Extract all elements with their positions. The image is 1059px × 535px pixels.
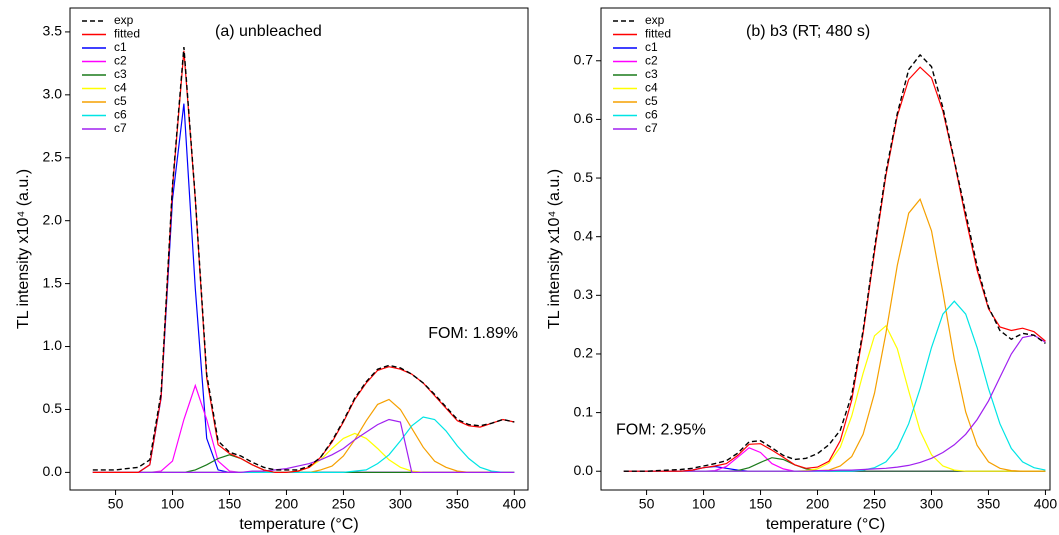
legend-label: c4 — [645, 81, 658, 95]
legend-label: c3 — [645, 67, 658, 81]
series-line — [92, 46, 515, 471]
fom-annotation: FOM: 1.89% — [428, 325, 518, 342]
x-tick-label: 200 — [806, 496, 830, 512]
legend-label: c6 — [114, 108, 127, 122]
x-tick-label: 50 — [108, 496, 124, 512]
series-line — [623, 300, 1046, 472]
y-tick-label: 3.5 — [43, 23, 63, 39]
legend-label: c7 — [114, 121, 127, 135]
y-tick-label: 0.1 — [574, 403, 594, 419]
x-tick-label: 400 — [503, 496, 527, 512]
y-tick-label: 0.5 — [43, 400, 63, 416]
y-tick-label: 0.5 — [574, 169, 594, 185]
legend-label: c5 — [114, 94, 127, 108]
series-line — [92, 432, 515, 473]
x-tick-label: 150 — [218, 496, 242, 512]
x-tick-label: 100 — [161, 496, 185, 512]
y-tick-label: 0.0 — [43, 463, 63, 479]
fom-annotation: FOM: 2.95% — [616, 421, 706, 438]
series-line — [92, 50, 515, 473]
x-tick-label: 250 — [332, 496, 356, 512]
x-tick-label: 250 — [863, 496, 887, 512]
legend-label: c1 — [114, 40, 127, 54]
legend-label: exp — [114, 13, 134, 27]
x-tick-label: 350 — [977, 496, 1001, 512]
series-line — [92, 398, 515, 473]
y-tick-label: 0.2 — [574, 345, 594, 361]
x-tick-label: 300 — [920, 496, 944, 512]
panel-title: (a) unbleached — [215, 23, 322, 40]
legend-label: c2 — [645, 54, 658, 68]
series-line — [623, 53, 1046, 472]
legend-label: exp — [645, 13, 665, 27]
legend-label: c3 — [114, 67, 127, 81]
x-tick-label: 350 — [446, 496, 470, 512]
legend-label: fitted — [114, 27, 140, 41]
series-line — [623, 66, 1046, 472]
panel-title: (b) b3 (RT; 480 s) — [746, 23, 870, 40]
x-axis-label: temperature (°C) — [766, 516, 885, 533]
legend-label: c7 — [645, 121, 658, 135]
y-axis-label: TL intensity x10⁴ (a.u.) — [546, 169, 563, 329]
series-line — [92, 418, 515, 473]
x-tick-label: 150 — [749, 496, 773, 512]
legend-label: c2 — [114, 54, 127, 68]
legend-label: fitted — [645, 27, 671, 41]
legend-label: c1 — [645, 40, 658, 54]
legend-label: c4 — [114, 81, 127, 95]
series-line — [623, 334, 1046, 472]
series-line — [623, 324, 1046, 472]
series-line — [92, 103, 515, 473]
x-tick-label: 100 — [692, 496, 716, 512]
x-tick-label: 200 — [275, 496, 299, 512]
x-axis-label: temperature (°C) — [239, 516, 358, 533]
legend-label: c6 — [645, 108, 658, 122]
y-tick-label: 2.0 — [43, 211, 63, 227]
y-tick-label: 1.0 — [43, 337, 63, 353]
plot-frame — [600, 7, 1051, 491]
chart-panel: 50 100 150 200 250 300 350 400 0.0 0.1 0.2 0.3 0.4 0.… — [546, 7, 1058, 533]
y-tick-label: 0.0 — [574, 462, 594, 478]
x-tick-label: 50 — [639, 496, 655, 512]
y-tick-label: 0.7 — [574, 51, 594, 67]
y-tick-label: 0.4 — [574, 227, 594, 243]
chart-panel: 50 100 150 200 250 300 350 400 0.0 0.5 1.0 1.5 2.0 2.… — [15, 7, 529, 533]
legend-label: c5 — [645, 94, 658, 108]
series-line — [623, 457, 1046, 472]
y-axis-label: TL intensity x10⁴ (a.u.) — [15, 169, 32, 329]
y-tick-label: 1.5 — [43, 274, 63, 290]
plot-frame — [69, 7, 529, 491]
y-tick-label: 2.5 — [43, 148, 63, 164]
y-tick-label: 0.3 — [574, 286, 594, 302]
y-tick-label: 3.0 — [43, 86, 63, 102]
x-tick-label: 300 — [389, 496, 413, 512]
x-tick-label: 400 — [1034, 496, 1058, 512]
y-tick-label: 0.6 — [574, 110, 594, 126]
